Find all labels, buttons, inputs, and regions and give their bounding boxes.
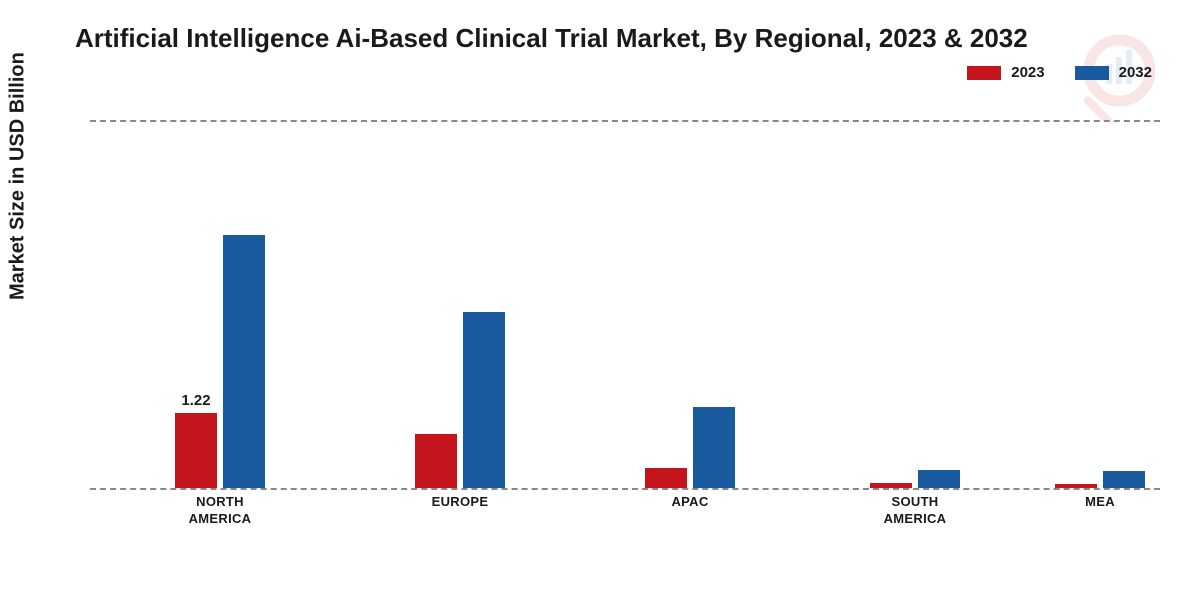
bar [463, 312, 505, 488]
bar [415, 434, 457, 488]
bar [870, 483, 912, 488]
legend-item-2023: 2023 [967, 64, 1044, 81]
x-axis-label: SOUTHAMERICA [845, 494, 985, 528]
legend-label-2023: 2023 [1011, 64, 1044, 81]
legend-item-2032: 2032 [1075, 64, 1152, 81]
y-axis-label: Market Size in USD Billion [7, 52, 30, 300]
x-axis-label: EUROPE [390, 494, 530, 511]
bar-group [405, 312, 515, 488]
x-axis-label: NORTHAMERICA [150, 494, 290, 528]
x-axis-label: APAC [620, 494, 760, 511]
bar-value-label: 1.22 [181, 392, 210, 409]
legend-label-2032: 2032 [1119, 64, 1152, 81]
legend-swatch-2032 [1075, 66, 1109, 80]
x-axis-labels: NORTHAMERICAEUROPEAPACSOUTHAMERICAMEA [90, 494, 1160, 554]
bar [1103, 471, 1145, 488]
legend-swatch-2023 [967, 66, 1001, 80]
bar [645, 468, 687, 488]
bar: 1.22 [175, 413, 217, 488]
plot-area: 1.22 [90, 120, 1160, 490]
bar-group [635, 407, 745, 488]
x-axis-label: MEA [1030, 494, 1170, 511]
bar-group: 1.22 [165, 235, 275, 488]
legend: 2023 2032 [967, 64, 1152, 81]
bar [1055, 484, 1097, 488]
chart-title: Artificial Intelligence Ai-Based Clinica… [75, 22, 1075, 55]
bar-group [860, 470, 970, 489]
bar [693, 407, 735, 488]
bar-group [1045, 471, 1155, 488]
bar [223, 235, 265, 488]
bar [918, 470, 960, 489]
